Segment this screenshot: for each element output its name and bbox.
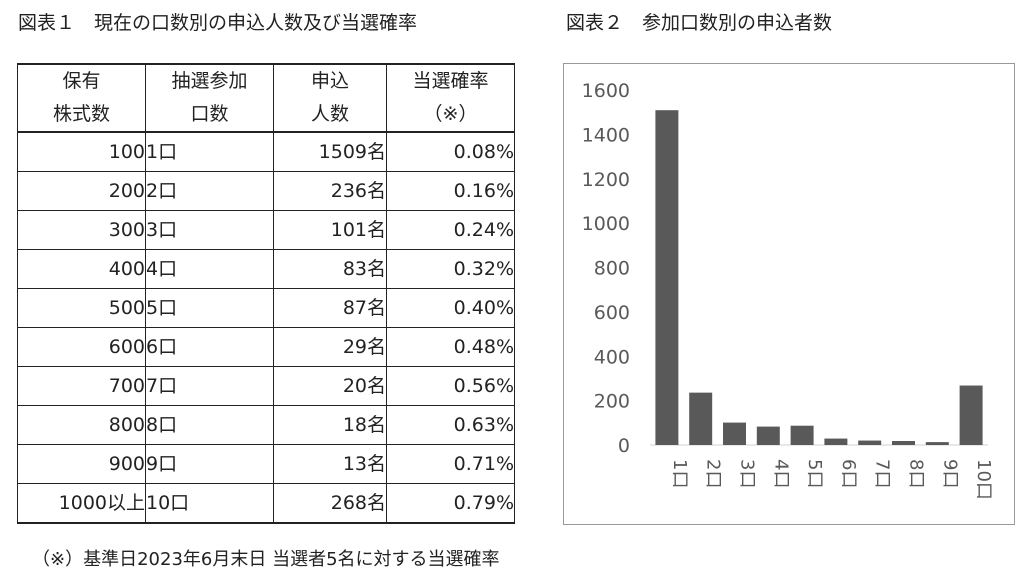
- application-table: 保有 抽選参加 申込 当選確率 株式数 口数 人数 （※） 100 1口 150…: [17, 63, 515, 524]
- bar: [824, 438, 848, 445]
- cell-units: 3口: [145, 210, 274, 250]
- bar-chart: 0 200 400 600 800 1000 1200 1400 1600 1口 2口 3口 4口 5口 6…: [582, 80, 994, 500]
- cell-probability: 0.24%: [386, 210, 515, 250]
- cell-shares: 500: [17, 288, 146, 328]
- header-units-line2: 口数: [145, 98, 274, 133]
- bar: [655, 110, 679, 446]
- cell-probability: 0.48%: [386, 327, 515, 367]
- cell-units: 6口: [145, 327, 274, 367]
- x-tick-label: 1口: [669, 459, 690, 488]
- cell-shares: 100: [17, 131, 146, 172]
- x-tick-label: 8口: [906, 459, 927, 488]
- bar: [756, 426, 780, 445]
- cell-applicants: 268名: [273, 483, 387, 524]
- table-row: 100 1口 1509名 0.08%: [17, 131, 515, 172]
- header-probability-line2: （※）: [386, 98, 515, 133]
- cell-applicants: 13名: [273, 444, 387, 484]
- cell-units: 2口: [145, 171, 274, 211]
- footnote: （※）基準日2023年6月末日 当選者5名に対する当選確率: [32, 549, 500, 570]
- y-tick-label: 1000: [582, 213, 630, 235]
- header-applicants-line2: 人数: [273, 98, 387, 133]
- x-tick-label: 4口: [770, 459, 791, 488]
- cell-applicants: 20名: [273, 366, 387, 406]
- table-row: 1000以上 10口 268名 0.79%: [17, 483, 515, 524]
- table-row: 800 8口 18名 0.63%: [17, 405, 515, 445]
- chart-title: 図表２ 参加口数別の申込者数: [566, 12, 833, 34]
- bar: [858, 440, 882, 445]
- table-row: 900 9口 13名 0.71%: [17, 444, 515, 484]
- cell-units: 5口: [145, 288, 274, 328]
- cell-probability: 0.40%: [386, 288, 515, 328]
- y-tick-label: 1200: [582, 169, 630, 191]
- table-row: 700 7口 20名 0.56%: [17, 366, 515, 406]
- table-title: 図表１ 現在の口数別の申込人数及び当選確率: [18, 12, 418, 34]
- x-tick-label: 9口: [939, 459, 960, 488]
- cell-shares: 1000以上: [17, 483, 146, 524]
- x-tick-label: 6口: [838, 459, 859, 488]
- cell-shares: 200: [17, 171, 146, 211]
- y-tick-label: 800: [594, 258, 630, 280]
- table-row: 400 4口 83名 0.32%: [17, 249, 515, 289]
- cell-applicants: 83名: [273, 249, 387, 289]
- bar: [689, 392, 713, 445]
- y-tick-label: 0: [618, 435, 630, 457]
- cell-units: 1口: [145, 131, 274, 172]
- y-tick-label: 1600: [582, 80, 630, 102]
- x-tick-label: 10口: [973, 459, 994, 500]
- cell-units: 8口: [145, 405, 274, 445]
- header-probability-line1: 当選確率: [386, 63, 515, 98]
- cell-units: 4口: [145, 249, 274, 289]
- y-tick-label: 400: [594, 346, 630, 368]
- x-tick-label: 5口: [804, 459, 825, 488]
- x-tick-label: 3口: [737, 459, 758, 488]
- cell-units: 9口: [145, 444, 274, 484]
- table-row: 300 3口 101名 0.24%: [17, 210, 515, 250]
- cell-units: 10口: [145, 483, 274, 524]
- header-units-line1: 抽選参加: [145, 63, 274, 98]
- bar: [790, 425, 814, 445]
- bar: [723, 422, 746, 445]
- cell-units: 7口: [145, 366, 274, 406]
- y-tick-label: 200: [594, 391, 630, 413]
- bar: [959, 385, 983, 445]
- bar: [925, 442, 949, 445]
- chart-frame: 0 200 400 600 800 1000 1200 1400 1600 1口 2口 3口 4口 5口 6…: [563, 63, 1015, 525]
- x-tick-label: 2口: [703, 459, 724, 488]
- cell-probability: 0.79%: [386, 483, 515, 524]
- cell-applicants: 18名: [273, 405, 387, 445]
- header-shares-line1: 保有: [17, 63, 146, 98]
- table-row: 600 6口 29名 0.48%: [17, 327, 515, 367]
- bar: [892, 441, 915, 445]
- table-row: 500 5口 87名 0.40%: [17, 288, 515, 328]
- cell-shares: 600: [17, 327, 146, 367]
- header-applicants-line1: 申込: [273, 63, 387, 98]
- header-shares-line2: 株式数: [17, 98, 146, 133]
- cell-shares: 800: [17, 405, 146, 445]
- cell-applicants: 87名: [273, 288, 387, 328]
- cell-applicants: 101名: [273, 210, 387, 250]
- cell-probability: 0.63%: [386, 405, 515, 445]
- cell-probability: 0.16%: [386, 171, 515, 211]
- cell-shares: 300: [17, 210, 146, 250]
- cell-shares: 700: [17, 366, 146, 406]
- table-row: 200 2口 236名 0.16%: [17, 171, 515, 211]
- cell-shares: 900: [17, 444, 146, 484]
- y-tick-label: 1400: [582, 124, 630, 146]
- y-tick-label: 600: [594, 302, 630, 324]
- cell-probability: 0.08%: [386, 131, 515, 172]
- cell-applicants: 1509名: [273, 131, 387, 172]
- cell-probability: 0.56%: [386, 366, 515, 406]
- cell-shares: 400: [17, 249, 146, 289]
- cell-applicants: 29名: [273, 327, 387, 367]
- cell-probability: 0.32%: [386, 249, 515, 289]
- cell-applicants: 236名: [273, 171, 387, 211]
- x-tick-label: 7口: [872, 459, 893, 488]
- cell-probability: 0.71%: [386, 444, 515, 484]
